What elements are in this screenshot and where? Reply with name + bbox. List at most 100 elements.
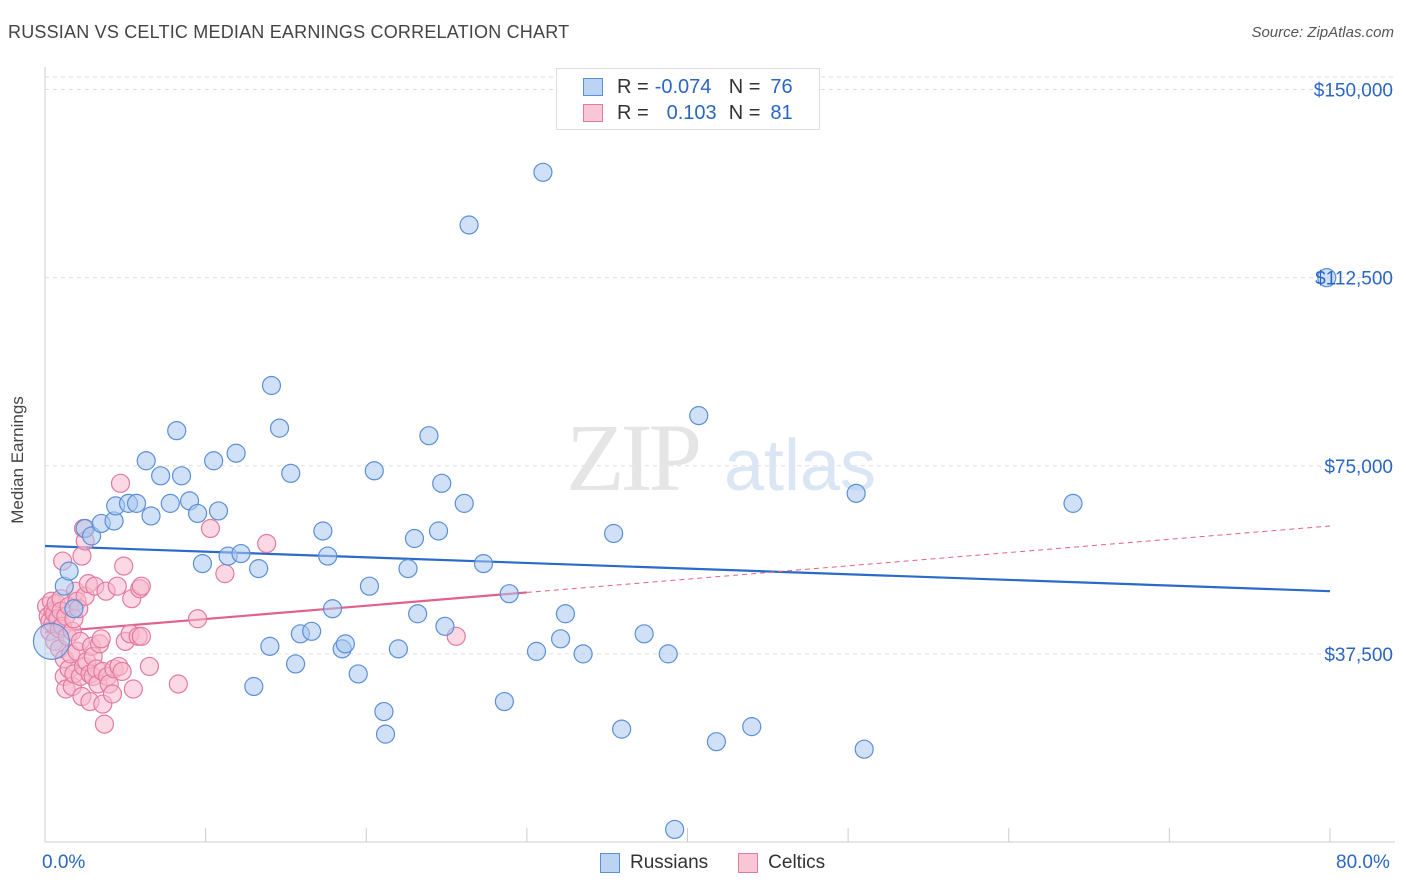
russians-point-61 xyxy=(604,523,624,544)
celtics-point-72 xyxy=(131,576,151,596)
russians-point-54 xyxy=(494,691,514,712)
source-label: Source: ZipAtlas.com xyxy=(1251,24,1394,41)
legend-row-russians: R = -0.074 N = 76 xyxy=(583,75,793,99)
celtics-point-55 xyxy=(94,714,115,734)
legend-item-russians[interactable]: Russians xyxy=(600,852,708,874)
celtics-point-78 xyxy=(215,564,235,584)
russians-point-71 xyxy=(1063,493,1083,513)
celtics-point-74 xyxy=(139,656,160,677)
russians-point-51 xyxy=(454,493,474,513)
russians-point-69 xyxy=(846,483,866,503)
y-tick-label-2: $112,500 xyxy=(1315,269,1393,290)
russians-point-52 xyxy=(459,215,479,235)
russians-point-40 xyxy=(364,461,384,481)
russians-point-11 xyxy=(141,506,161,526)
russians-point-10 xyxy=(136,451,156,471)
celtics-point-63 xyxy=(110,473,131,493)
russians-point-55 xyxy=(499,584,519,604)
russians-point-25 xyxy=(249,559,269,579)
russians-point-57 xyxy=(533,162,553,182)
russians-point-27 xyxy=(261,375,282,396)
russians-point-28 xyxy=(269,418,290,438)
celtics-legend-swatch xyxy=(738,853,759,873)
russians-point-53 xyxy=(473,553,494,574)
russians-point-60 xyxy=(573,644,593,664)
russians-point-33 xyxy=(313,521,333,541)
russians-cluster-point xyxy=(32,622,71,660)
celtics-point-52 xyxy=(91,629,111,649)
russians-point-22 xyxy=(226,443,246,463)
trend-lines xyxy=(44,525,1331,634)
russians-point-17 xyxy=(187,503,208,524)
russians-legend-label: Russians xyxy=(630,852,709,873)
russians-point-66 xyxy=(689,406,709,426)
russians-point-38 xyxy=(348,664,368,684)
russians-point-29 xyxy=(281,463,301,483)
celtics-point-77 xyxy=(200,518,221,539)
y-tick-label-1: $75,000 xyxy=(1324,457,1393,478)
russians-point-34 xyxy=(318,546,338,566)
russians-point-50 xyxy=(435,616,455,636)
russians-n-label: N = xyxy=(728,75,761,98)
celtics-r-value: 0.103 xyxy=(666,101,717,124)
russians-point-67 xyxy=(706,732,727,752)
russians-point-46 xyxy=(408,604,428,624)
russians-n-value: 76 xyxy=(770,75,793,98)
x-axis-min-label: 0.0% xyxy=(42,852,86,873)
russians-point-39 xyxy=(359,576,380,596)
russians-point-56 xyxy=(526,641,547,661)
russians-point-47 xyxy=(419,426,439,446)
y-axis-label: Median Earnings xyxy=(8,396,27,524)
russians-point-1 xyxy=(59,561,79,581)
russians-point-23 xyxy=(231,543,251,564)
russians-point-45 xyxy=(404,528,425,549)
russians-point-35 xyxy=(322,599,343,619)
celtics-point-79 xyxy=(257,533,277,554)
x-tick-marks xyxy=(44,828,1331,842)
celtics-point-73 xyxy=(131,626,151,646)
stats-legend: R = -0.074 N = 76 R = 0.103 N = 81 xyxy=(556,68,820,130)
celtics-point-76 xyxy=(187,609,208,629)
celtics-trend-line-dashed xyxy=(526,525,1331,593)
russians-point-2 xyxy=(64,599,84,619)
y-tick-label-0: $37,500 xyxy=(1324,645,1393,666)
russians-legend-swatch xyxy=(600,853,620,873)
russians-point-15 xyxy=(171,466,192,486)
russians-r-label: R = xyxy=(617,75,649,98)
russians-point-58 xyxy=(551,629,571,649)
celtics-r-label: R = xyxy=(617,101,649,124)
russians-point-43 xyxy=(388,639,408,659)
celtics-swatch xyxy=(583,104,603,122)
russians-point-65 xyxy=(665,819,685,840)
russians-point-37 xyxy=(335,634,355,654)
russians-point-62 xyxy=(612,719,632,739)
russians-point-64 xyxy=(658,644,678,664)
russians-point-70 xyxy=(854,739,874,759)
celtics-point-65 xyxy=(114,556,134,576)
russians-point-42 xyxy=(375,724,396,744)
russians-point-20 xyxy=(208,501,229,521)
legend-row-celtics: R = 0.103 N = 81 xyxy=(583,101,793,125)
russians-point-44 xyxy=(398,559,418,579)
y-tick-labels: $37,500 $75,000 $112,500 $150,000 xyxy=(1314,81,1393,666)
russians-trend-line xyxy=(44,544,1331,593)
russians-r-value: -0.074 xyxy=(654,75,712,98)
russians-point-14 xyxy=(167,421,187,441)
russians-point-12 xyxy=(151,466,171,486)
watermark: ZIP atlas xyxy=(566,404,876,511)
russians-point-24 xyxy=(244,676,264,697)
celtics-legend-label: Celtics xyxy=(768,852,826,873)
russians-points xyxy=(32,162,1337,840)
celtics-point-64 xyxy=(112,661,132,682)
legend-item-celtics[interactable]: Celtics xyxy=(738,852,825,874)
russians-point-59 xyxy=(555,604,576,624)
celtics-n-value: 81 xyxy=(770,101,793,124)
watermark-zip: ZIP xyxy=(566,404,699,511)
russians-point-63 xyxy=(634,624,654,644)
russians-point-68 xyxy=(742,717,762,737)
x-axis-max-label: 80.0% xyxy=(1336,852,1390,873)
grid-lines xyxy=(44,67,1395,843)
russians-point-48 xyxy=(428,521,449,541)
russians-point-41 xyxy=(374,701,394,722)
